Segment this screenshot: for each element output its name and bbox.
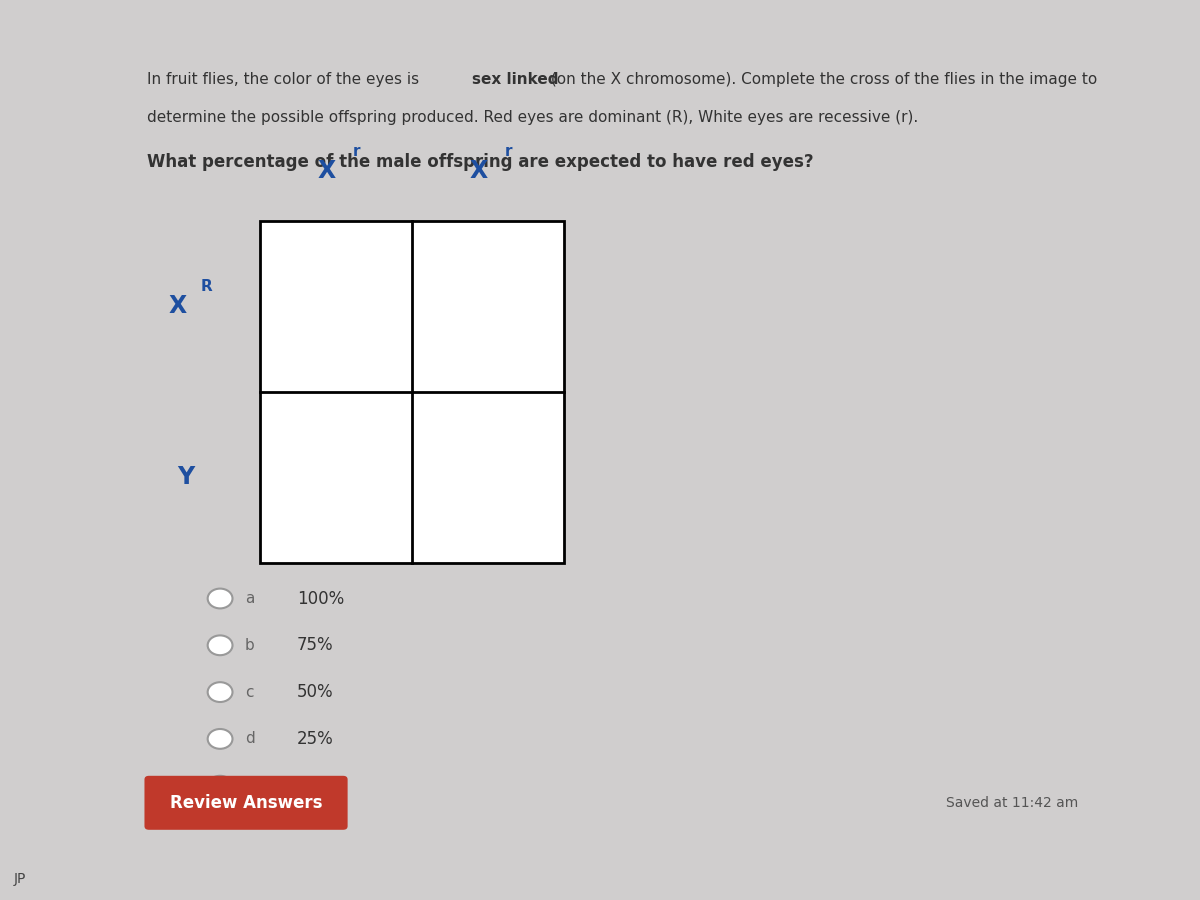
Text: b: b [245,638,254,652]
Text: X: X [318,159,336,183]
Text: e: e [245,778,254,793]
Text: d: d [245,732,254,746]
Text: Saved at 11:42 am: Saved at 11:42 am [946,796,1078,810]
Text: In fruit flies, the color of the eyes is: In fruit flies, the color of the eyes is [146,72,424,87]
Text: Review Answers: Review Answers [169,794,323,812]
Text: a: a [245,591,254,606]
Text: 25%: 25% [296,730,334,748]
Circle shape [208,682,233,702]
Text: Y: Y [178,465,194,489]
Circle shape [208,589,233,608]
Text: JP: JP [13,872,26,886]
Circle shape [208,729,233,749]
Text: r: r [505,144,512,158]
Text: R: R [200,279,212,293]
Text: 100%: 100% [296,590,344,608]
Text: 50%: 50% [296,683,334,701]
Text: r: r [353,144,360,158]
Text: determine the possible offspring produced. Red eyes are dominant (R), White eyes: determine the possible offspring produce… [146,110,918,125]
Text: c: c [245,685,253,699]
Bar [259,220,564,562]
Circle shape [208,776,233,796]
Text: sex linked: sex linked [472,72,558,87]
Text: 0%: 0% [296,777,323,795]
Text: What percentage of the male offspring are expected to have red eyes?: What percentage of the male offspring ar… [146,153,814,171]
FancyBboxPatch shape [144,776,348,830]
Text: X: X [168,294,186,318]
Text: X: X [470,159,488,183]
Text: (on the X chromosome). Complete the cross of the flies in the image to: (on the X chromosome). Complete the cros… [546,72,1098,87]
Circle shape [208,635,233,655]
Text: 75%: 75% [296,636,334,654]
